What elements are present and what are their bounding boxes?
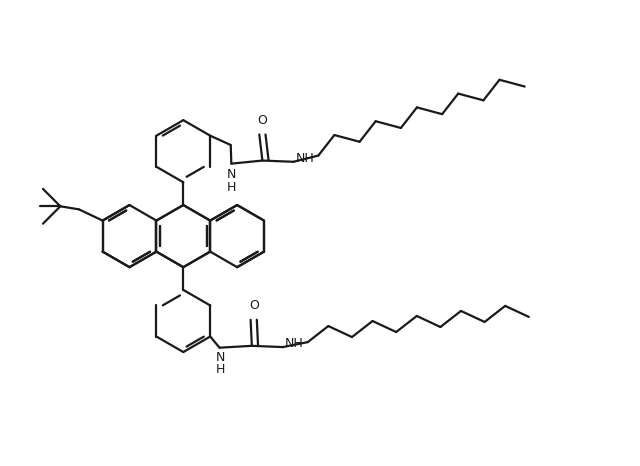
Text: H: H xyxy=(216,363,225,376)
Text: O: O xyxy=(249,299,259,312)
Text: H: H xyxy=(227,181,236,194)
Text: O: O xyxy=(257,114,268,127)
Text: N: N xyxy=(227,168,236,181)
Text: NH: NH xyxy=(285,337,303,350)
Text: N: N xyxy=(216,351,225,364)
Text: NH: NH xyxy=(295,152,314,165)
